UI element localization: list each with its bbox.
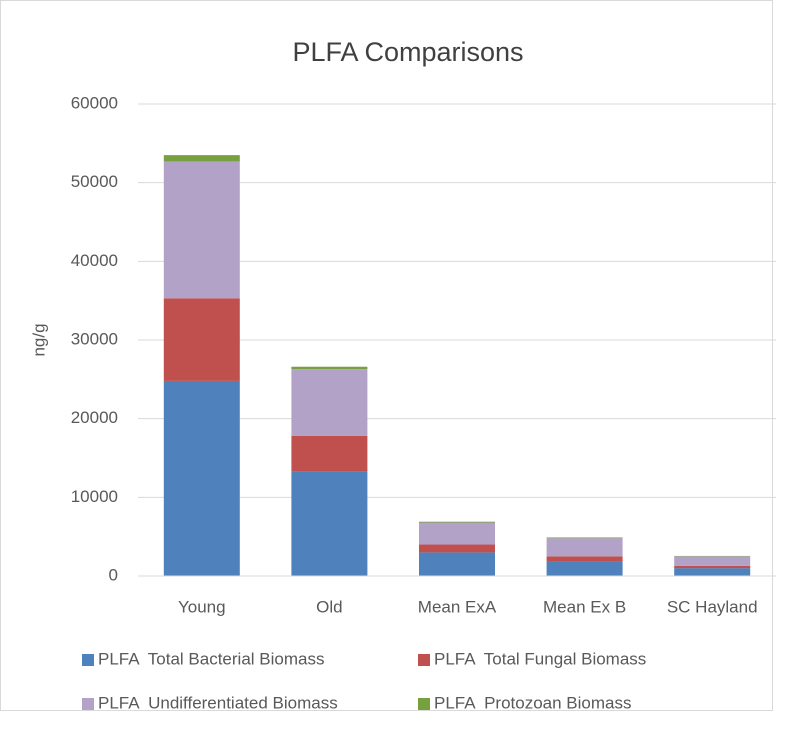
bar-segment — [419, 552, 495, 576]
x-tick-label: SC Hayland — [667, 597, 758, 616]
bar-segment — [546, 556, 623, 562]
bar-segment — [674, 565, 751, 569]
y-tick-label: 20000 — [71, 408, 118, 427]
legend-label: PLFA Total Bacterial Biomass — [98, 649, 324, 668]
y-tick-label: 10000 — [71, 487, 118, 506]
y-tick-label: 50000 — [71, 172, 118, 191]
bar-segment — [546, 537, 623, 539]
x-tick-label: Mean ExA — [418, 597, 497, 616]
chart-frame — [0, 0, 773, 711]
legend-swatch — [418, 698, 430, 710]
bar-segment — [674, 568, 751, 576]
bar-segment — [419, 521, 495, 523]
bar-segment — [163, 161, 240, 299]
bar-segment — [163, 298, 240, 381]
bar-segment — [419, 544, 495, 553]
bar-segment — [291, 435, 368, 472]
bar-segment — [546, 561, 623, 576]
bar-segment — [291, 471, 368, 576]
bar-segment — [674, 556, 751, 566]
bar-segment — [163, 380, 240, 576]
y-axis-title: ng/g — [29, 323, 48, 356]
x-tick-label: Young — [178, 597, 226, 616]
bar-segment — [419, 522, 495, 545]
legend-label: PLFA Undifferentiated Biomass — [98, 693, 338, 712]
bar-segment — [291, 369, 368, 436]
legend-swatch — [82, 698, 94, 710]
legend-label: PLFA Protozoan Biomass — [434, 693, 632, 712]
y-tick-label: 0 — [109, 565, 118, 584]
legend-swatch — [82, 654, 94, 666]
bar-segment — [291, 366, 368, 370]
x-tick-label: Mean Ex B — [543, 597, 626, 616]
chart-title: PLFA Comparisons — [292, 37, 523, 67]
bar-segment — [163, 155, 240, 162]
y-tick-label: 40000 — [71, 251, 118, 270]
y-tick-label: 60000 — [71, 93, 118, 112]
bar-segment — [546, 538, 623, 557]
y-tick-label: 30000 — [71, 329, 118, 348]
legend-label: PLFA Total Fungal Biomass — [434, 649, 646, 668]
x-tick-label: Old — [316, 597, 342, 616]
legend-swatch — [418, 654, 430, 666]
